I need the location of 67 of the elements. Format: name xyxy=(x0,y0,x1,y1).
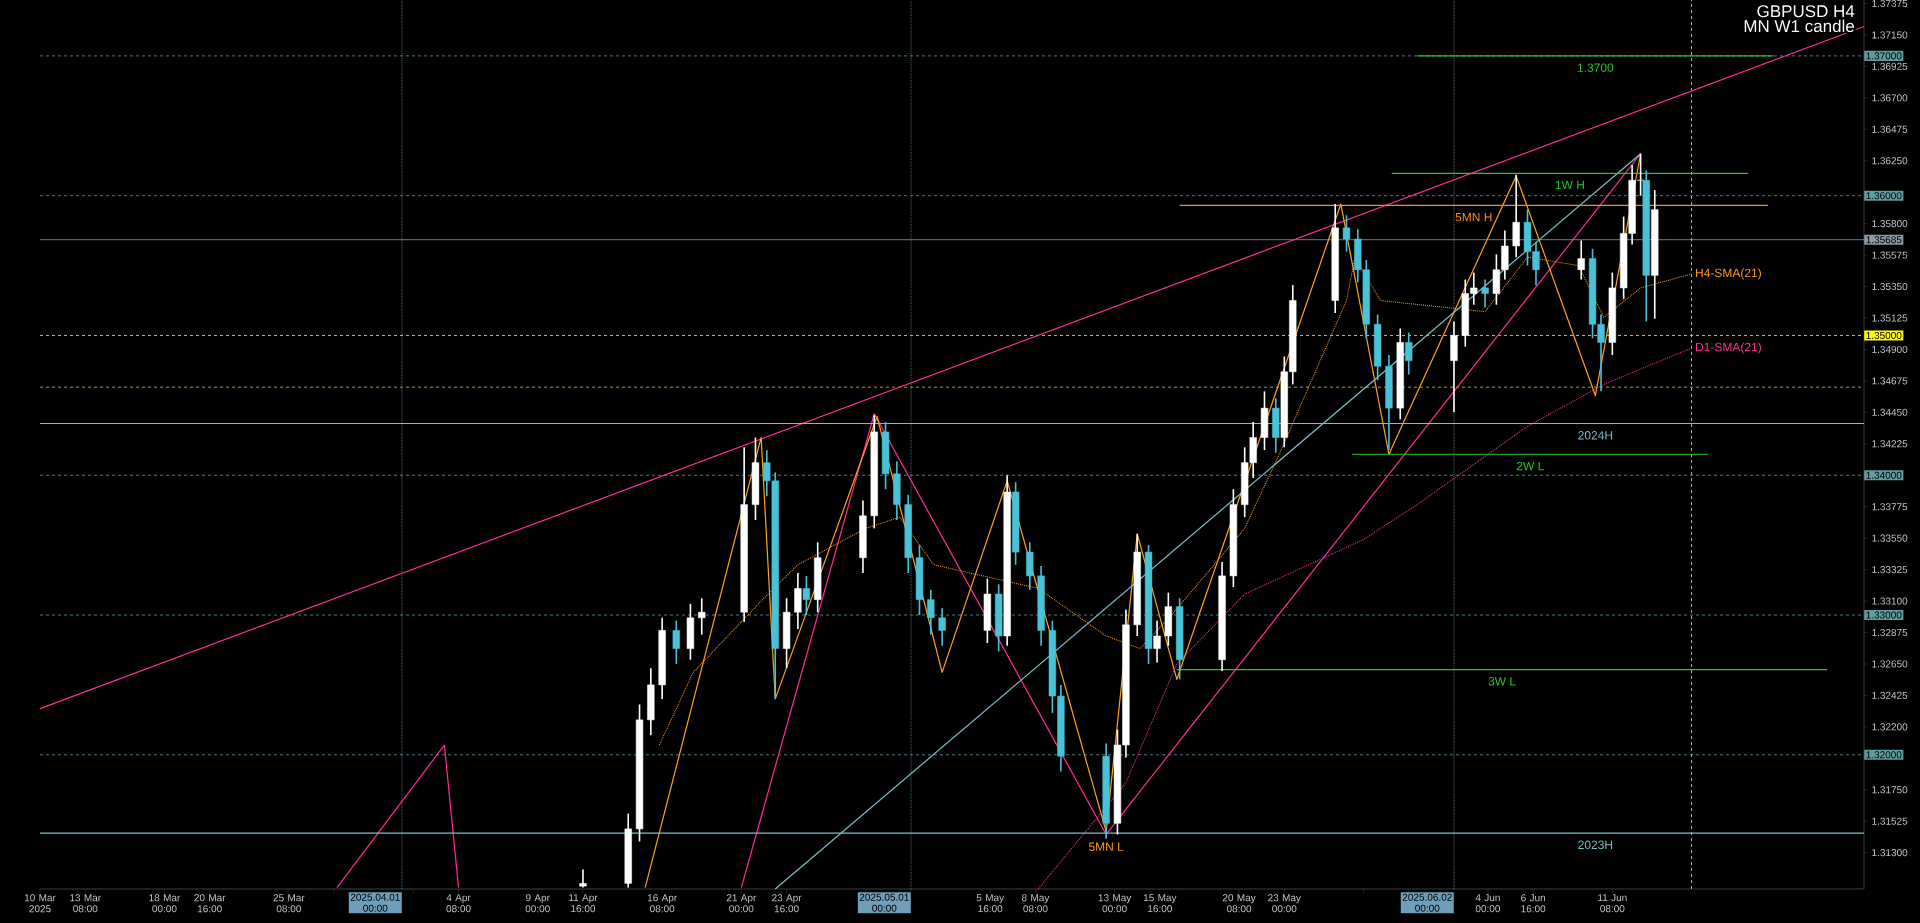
y-tick-label: 1.37375 xyxy=(1872,0,1908,8)
annotation: 5MN L xyxy=(1088,842,1124,851)
series-label: 2W L xyxy=(1516,461,1544,471)
ref-line-label: 1.34000 xyxy=(1866,471,1902,479)
y-tick-label: 1.33550 xyxy=(1872,534,1908,542)
ref-line-label: 1.35685 xyxy=(1866,236,1902,244)
text: MN W1 candle xyxy=(1744,19,1855,33)
y-tick-label: 1.36925 xyxy=(1872,62,1908,70)
x-tick-label: 20 May 08:00 xyxy=(1222,894,1256,913)
y-tick-label: 1.37150 xyxy=(1872,31,1908,39)
y-tick-label: 1.35575 xyxy=(1872,251,1908,259)
y-tick-label: 1.35800 xyxy=(1872,220,1908,228)
x-tick-label: 21 Apr 00:00 xyxy=(726,894,757,913)
y-tick-label: 1.32200 xyxy=(1872,723,1908,731)
y-tick-label: 1.33100 xyxy=(1872,597,1908,605)
chart-title: GBPUSD H4 xyxy=(1757,5,1855,18)
ref-line-label: 2025.05.01 00:00 xyxy=(859,893,909,912)
y-tick-label: 1.32875 xyxy=(1872,628,1908,637)
y-tick-label: 1.34450 xyxy=(1872,408,1908,416)
x-tick-label: 5 May 16:00 xyxy=(976,894,1005,913)
ref-line-label: 1.32000 xyxy=(1866,751,1902,759)
y-tick-label: 1.33325 xyxy=(1872,566,1908,574)
y-tick-label: 1.31300 xyxy=(1872,849,1908,857)
ref-line-label: 1.37000 xyxy=(1866,52,1902,60)
ref-line-label: 1.36000 xyxy=(1866,192,1902,200)
y-tick-label: 1.31525 xyxy=(1872,817,1908,825)
y-tick-label: 1.32650 xyxy=(1872,660,1908,668)
x-tick-label: 18 Mar 00:00 xyxy=(149,894,181,913)
y-tick-label: 1.31750 xyxy=(1872,786,1908,794)
x-tick-label: 10 Mar 2025 xyxy=(24,894,56,913)
y-tick-label: 1.32425 xyxy=(1872,691,1908,699)
x-tick-label: 11 Apr 16:00 xyxy=(569,894,598,913)
series-label: 1W H xyxy=(1555,180,1584,190)
y-tick-label: 1.34225 xyxy=(1872,440,1908,448)
series-label: 2024H xyxy=(1578,431,1613,440)
series-label: 3W L xyxy=(1488,677,1516,686)
y-tick-label: 1.36700 xyxy=(1872,94,1908,102)
y-tick-label: 1.35350 xyxy=(1872,283,1908,291)
ref-line-label: 2025.04.01 00:00 xyxy=(350,893,400,912)
x-tick-label: 23 Apr 16:00 xyxy=(772,894,802,913)
ref-line-label: 1.33000 xyxy=(1866,611,1902,619)
x-tick-label: 11 Jun 08:00 xyxy=(1598,894,1627,913)
x-tick-label: 9 Apr 00:00 xyxy=(525,894,550,913)
x-tick-label: 23 May 00:00 xyxy=(1268,894,1301,913)
x-tick-label: 25 Mar 08:00 xyxy=(273,894,305,913)
y-tick-label: 1.36250 xyxy=(1872,157,1908,165)
x-tick-label: 13 Mar 08:00 xyxy=(70,894,101,913)
series-label: 1.3700 xyxy=(1577,63,1614,72)
x-tick-label: 13 May 00:00 xyxy=(1098,894,1132,913)
series-label: 2023H xyxy=(1578,840,1613,850)
y-tick-label: 1.35125 xyxy=(1872,314,1908,322)
y-tick-label: 1.33775 xyxy=(1872,503,1908,511)
y-tick-label: 1.34900 xyxy=(1872,345,1908,353)
ref-line-label: 1.35000 xyxy=(1866,331,1902,339)
x-tick-label: 20 Mar 16:00 xyxy=(194,894,226,913)
y-tick-label: 1.34675 xyxy=(1872,377,1908,385)
x-tick-label: 15 May 16:00 xyxy=(1143,894,1177,913)
x-tick-label: 8 May 08:00 xyxy=(1021,894,1050,913)
ref-line-label: 2025.06.02 00:00 xyxy=(1402,893,1452,912)
series-label: H4-SMA(21) xyxy=(1696,268,1761,280)
x-tick-label: 4 Apr 08:00 xyxy=(446,894,471,913)
y-tick-label: 1.36475 xyxy=(1872,125,1908,133)
x-tick-label: 6 Jun 16:00 xyxy=(1521,894,1546,913)
x-tick-label: 16 Apr 08:00 xyxy=(647,894,677,913)
series-label: D1-SMA(21) xyxy=(1696,342,1761,354)
series-label: 5MN H xyxy=(1455,213,1492,222)
x-tick-label: 4 Jun 00:00 xyxy=(1475,894,1501,913)
